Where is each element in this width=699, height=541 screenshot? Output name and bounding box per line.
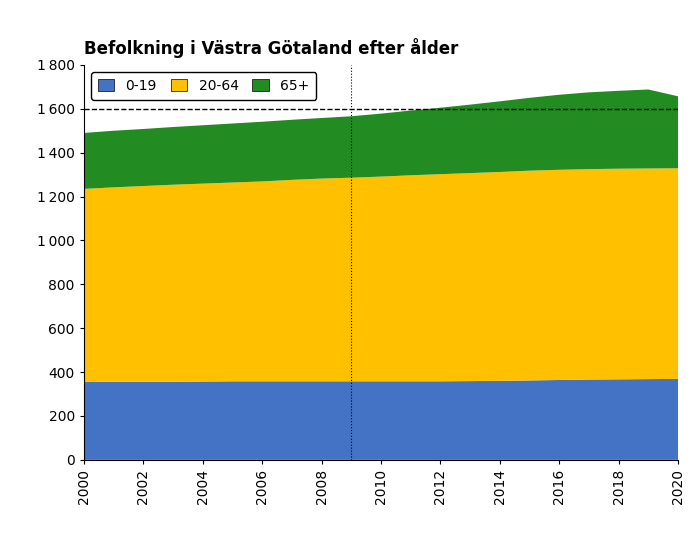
Legend: 0-19, 20-64, 65+: 0-19, 20-64, 65+ (91, 72, 317, 100)
Text: Befolkning i Västra Götaland efter ålder: Befolkning i Västra Götaland efter ålder (84, 38, 459, 58)
